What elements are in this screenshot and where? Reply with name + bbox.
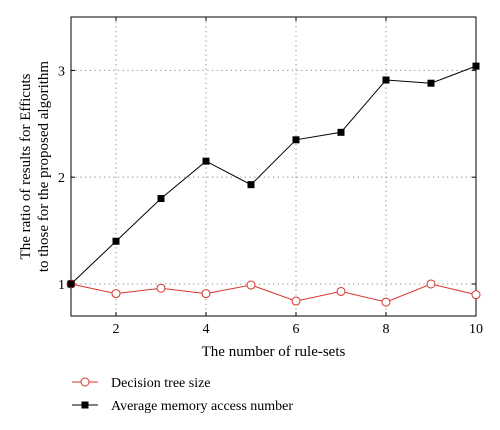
y-axis-label-line-1: The ratio of results for Efficuts xyxy=(18,73,34,259)
data-point xyxy=(156,283,166,293)
x-tick-label: 8 xyxy=(383,322,390,337)
legend-marker-average-memory-access-number xyxy=(81,401,89,409)
plot-frame xyxy=(70,16,477,317)
legend: Decision tree size Average memory access… xyxy=(72,376,293,414)
y-axis-label: The ratio of results for Efficuts to tho… xyxy=(18,61,52,273)
data-point xyxy=(247,181,255,189)
x-tick-label: 4 xyxy=(203,322,210,337)
x-axis-label: The number of rule-sets xyxy=(202,344,346,360)
data-point xyxy=(381,297,391,307)
data-point xyxy=(111,289,121,299)
x-tick-label: 10 xyxy=(469,322,483,337)
x-tick-label: 6 xyxy=(293,322,300,337)
data-point xyxy=(202,157,210,165)
series-layer xyxy=(66,62,481,307)
data-point xyxy=(291,296,301,306)
series-line-decision-tree-size xyxy=(70,283,477,303)
y-tick-label: 1 xyxy=(58,278,65,293)
legend-marker-decision-tree-size xyxy=(80,377,90,387)
data-point xyxy=(382,76,390,84)
y-axis-label-line-2: to those for the proposed algorithm xyxy=(36,61,52,273)
grid xyxy=(71,17,476,316)
data-point xyxy=(337,128,345,136)
series-line-average-memory-access-number xyxy=(70,65,477,285)
data-point xyxy=(157,195,165,203)
data-point xyxy=(67,280,75,288)
data-point xyxy=(336,286,346,296)
data-point xyxy=(472,62,480,70)
y-tick-label: 2 xyxy=(58,171,65,186)
data-point xyxy=(471,290,481,300)
y-tick-label: 3 xyxy=(58,64,65,79)
x-tick-label: 2 xyxy=(113,322,120,337)
data-point xyxy=(246,280,256,290)
data-point xyxy=(112,237,120,245)
legend-item-decision-tree-size: Decision tree size xyxy=(72,376,211,391)
data-point xyxy=(201,289,211,299)
data-point xyxy=(427,79,435,87)
legend-item-average-memory-access-number: Average memory access number xyxy=(72,399,293,414)
series-average-memory-access-number xyxy=(67,62,480,288)
legend-label-average-memory-access-number: Average memory access number xyxy=(111,399,293,414)
data-point xyxy=(292,136,300,144)
data-point xyxy=(426,279,436,289)
legend-label-decision-tree-size: Decision tree size xyxy=(111,376,211,391)
